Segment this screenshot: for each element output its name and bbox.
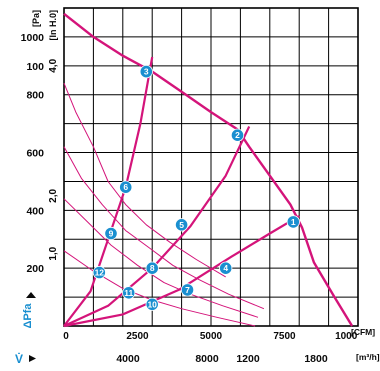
series-resistance-5 xyxy=(63,146,265,310)
operating-point-label: 10 xyxy=(147,299,157,309)
x-primary-tick-label: 0 xyxy=(63,331,69,342)
operating-point-marker xyxy=(286,215,300,229)
plot-frame xyxy=(63,7,359,327)
operating-point-marker xyxy=(139,65,153,79)
y-secondary-tick-label: 4,0 xyxy=(48,58,59,72)
x-secondary-unit: [m³/h] xyxy=(356,352,380,362)
operating-point-label: 3 xyxy=(144,67,149,77)
y-secondary-tick-label: 2,0 xyxy=(48,189,59,203)
series-system-curve-2 xyxy=(63,126,251,328)
x-primary-unit: [CFM] xyxy=(351,327,375,337)
operating-point-label: 5 xyxy=(179,220,184,230)
operating-point-marker xyxy=(104,226,118,241)
series-system-curve-1 xyxy=(63,56,154,327)
operating-point-marker xyxy=(175,218,189,232)
operating-point-marker xyxy=(92,265,106,280)
y-secondary-tick-label: 1,0 xyxy=(48,246,59,260)
x-primary-tick-label: 5000 xyxy=(200,331,223,342)
operating-point-marker xyxy=(230,128,245,142)
operating-point-label: 7 xyxy=(185,285,190,295)
operating-point-marker xyxy=(219,261,233,275)
operating-point-label: 9 xyxy=(109,229,114,239)
operating-point-marker xyxy=(145,297,159,311)
operating-point-label: 1 xyxy=(291,217,296,227)
operating-point-label: 12 xyxy=(95,268,105,278)
operating-point-label: 11 xyxy=(124,288,133,298)
y-primary-tick-label: 800 xyxy=(26,90,44,102)
operating-point-label: 4 xyxy=(223,263,228,273)
operating-point-marker xyxy=(180,283,195,297)
x-axis-arrow-icon xyxy=(29,355,36,362)
y-primary-tick-label: 200 xyxy=(26,263,44,275)
y-primary-tick-label: 1000 xyxy=(21,32,45,44)
operating-point-marker xyxy=(122,286,136,300)
y-primary-tick-label: 600 xyxy=(26,148,44,160)
operating-point-label: 6 xyxy=(123,182,128,192)
series-system-curve-3 xyxy=(63,215,300,328)
series-resistance-4 xyxy=(63,83,226,278)
operating-point-label: 2 xyxy=(235,130,240,140)
x-secondary-tick-label: 1800 xyxy=(304,353,328,365)
operating-point-label: 8 xyxy=(150,263,155,273)
y-axis-arrow-label: ΔPfa xyxy=(22,303,34,329)
y-primary-unit: [Pa] xyxy=(31,10,41,27)
y-axis-arrow-icon xyxy=(26,292,36,298)
x-primary-tick-label: 1000 xyxy=(335,331,358,342)
x-primary-tick-label: 7500 xyxy=(273,331,296,342)
x-primary-tick-label: 2500 xyxy=(126,331,149,342)
x-secondary-tick-label: 1200 xyxy=(236,353,260,365)
x-secondary-tick-label: 4000 xyxy=(116,353,140,365)
y-secondary-unit: [In H.0] xyxy=(48,10,58,41)
x-secondary-tick-label: 8000 xyxy=(195,353,219,365)
operating-point-marker xyxy=(145,261,159,275)
y-primary-tick-label: 100 xyxy=(26,61,44,73)
y-primary-tick-label: 400 xyxy=(26,205,44,217)
x-axis-arrow-label: V̇ xyxy=(15,351,23,366)
operating-point-marker xyxy=(119,180,133,194)
